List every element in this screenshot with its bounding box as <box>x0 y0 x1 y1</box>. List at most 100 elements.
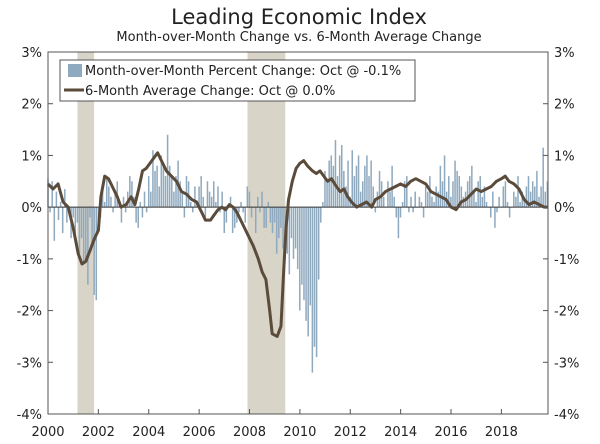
bar-mom <box>210 196 213 208</box>
bar-mom <box>322 201 324 208</box>
line-6mo-average <box>46 151 548 338</box>
bar-mom <box>49 207 51 213</box>
x-tick-label: 2016 <box>434 425 467 440</box>
bar-mom <box>305 207 307 321</box>
bar-mom <box>433 201 435 208</box>
y-tick-label-right: 0% <box>554 201 575 216</box>
bar-mom <box>301 207 303 285</box>
bar-mom <box>231 207 234 233</box>
bar-mom <box>160 155 163 208</box>
x-axis: 2000 2002 2004 2006 2008 2010 2012 2014 2016 2018 <box>31 409 518 440</box>
y-axis-right: 3% 2% 1% 0% -1% -2% -3% -4% <box>543 46 579 423</box>
bar-mom <box>175 176 177 208</box>
bar-mom <box>66 207 68 223</box>
bar-mom <box>162 165 165 208</box>
bar-mom <box>55 191 58 208</box>
bar-mom <box>154 170 156 208</box>
bar-mom <box>189 201 192 208</box>
bar-mom <box>78 207 81 254</box>
bar-mom <box>427 191 429 208</box>
bar-mom <box>534 186 536 208</box>
bar-mom <box>240 201 242 208</box>
bar-mom <box>531 181 534 208</box>
bar-mom <box>340 145 343 208</box>
bar-mom <box>338 155 341 208</box>
bar-mom <box>61 207 64 233</box>
y-tick-label-left: -2% <box>17 305 42 320</box>
bar-mom <box>89 207 91 218</box>
bar-mom <box>173 191 175 208</box>
bar-mom <box>546 181 549 208</box>
bar-mom <box>448 176 450 208</box>
bar-mom <box>254 207 257 233</box>
legend-label-bar: Month-over-Month Percent Change: Oct @ -… <box>85 64 401 79</box>
bar-mom <box>124 207 127 213</box>
bar-mom <box>412 207 414 213</box>
bar-mom <box>101 191 104 208</box>
bar-mom <box>542 147 544 208</box>
bar-mom <box>202 196 205 208</box>
bar-mom <box>290 207 293 239</box>
bar-mom <box>317 207 320 280</box>
bar-mom <box>334 139 337 208</box>
bar-mom <box>95 207 98 301</box>
bar-mom <box>372 186 374 208</box>
chart-subtitle: Month-over-Month Change vs. 6-Month Aver… <box>116 30 481 45</box>
bar-mom <box>183 207 186 218</box>
bar-mom <box>141 207 144 218</box>
bar-series-mom <box>47 134 549 373</box>
bar-mom <box>229 196 232 208</box>
bar-mom <box>181 191 184 208</box>
bar-mom <box>538 196 540 208</box>
y-tick-label-left: -1% <box>17 253 42 268</box>
bar-mom <box>307 207 309 337</box>
bar-mom <box>122 196 125 208</box>
bar-mom <box>114 191 116 208</box>
bar-mom <box>110 196 112 208</box>
y-tick-label-right: -2% <box>554 305 579 320</box>
bar-mom <box>450 196 452 208</box>
y-tick-label-right: 3% <box>554 46 575 61</box>
bar-mom <box>143 191 146 208</box>
bar-mom <box>296 207 299 270</box>
bar-mom <box>269 207 272 223</box>
bar-mom <box>303 207 305 301</box>
bar-mom <box>460 186 463 208</box>
bar-mom <box>471 165 473 208</box>
bar-mom <box>468 176 471 208</box>
bar-mom <box>221 191 223 208</box>
bar-mom <box>357 155 360 208</box>
bar-mom <box>105 176 108 208</box>
bar-mom <box>171 176 173 208</box>
bar-mom <box>347 160 349 208</box>
bar-mom <box>131 181 133 208</box>
bar-mom <box>420 201 423 208</box>
bar-mom <box>481 196 484 208</box>
bar-mom <box>87 207 89 285</box>
bar-mom <box>206 181 209 208</box>
bar-mom <box>313 207 316 347</box>
bar-mom <box>458 176 461 208</box>
x-tick-label: 2014 <box>384 425 417 440</box>
bar-mom <box>485 201 488 208</box>
bar-mom <box>330 155 333 208</box>
bar-mom <box>483 186 486 208</box>
bar-mom <box>120 207 123 223</box>
x-tick-label: 2004 <box>132 425 165 440</box>
bar-mom <box>292 207 295 259</box>
bar-mom <box>332 165 335 208</box>
bar-mom <box>399 207 402 218</box>
bar-mom <box>267 201 270 208</box>
bar-mom <box>489 207 492 218</box>
bar-mom <box>359 191 362 208</box>
bar-mom <box>328 160 330 208</box>
bar-mom <box>261 191 263 208</box>
bar-mom <box>200 176 202 208</box>
bar-mom <box>452 181 454 208</box>
x-tick-label: 2002 <box>82 425 115 440</box>
bar-mom <box>492 191 494 208</box>
bar-mom <box>475 201 477 208</box>
bar-mom <box>80 207 83 239</box>
bar-mom <box>64 189 66 208</box>
bar-mom <box>374 207 377 213</box>
